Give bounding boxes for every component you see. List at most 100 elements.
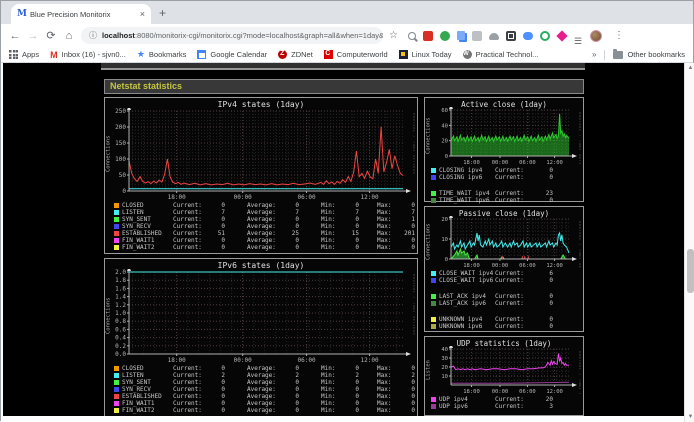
legend-row: CLOSE_WAIT ipv4Current:6 [425, 270, 583, 277]
legend-stat-value: 6 [525, 270, 553, 277]
bookmark-label: Linux Today [412, 50, 452, 59]
address-bar[interactable]: ⓘ localhost:8080/monitorix-cgi/monitorix… [81, 27, 383, 44]
y-axis-label: Listen [425, 346, 432, 394]
svg-text:00:00: 00:00 [234, 194, 252, 200]
legend-stat-value: 0 [525, 197, 553, 204]
legend-stat-label: Average: [247, 244, 276, 251]
reload-icon[interactable]: ⟳ [45, 29, 57, 42]
legend-stat-label: Current: [495, 277, 524, 284]
back-icon[interactable]: ← [9, 30, 21, 42]
legend-stat-value: 0 [525, 300, 553, 307]
bookmark-item[interactable]: Linux Today [399, 50, 452, 59]
legend-stat-value: 0 [391, 244, 415, 251]
bookmark-item[interactable]: Practical Technol... [463, 50, 539, 59]
url-text: localhost:8080/monitorix-cgi/monitorix.c… [102, 31, 383, 40]
legend-stat-value: 0 [391, 202, 415, 209]
gmail-extension-icon[interactable] [423, 31, 433, 41]
legend-stat-label: Average: [247, 223, 276, 230]
bookmark-star-icon[interactable]: ☆ [389, 30, 398, 41]
graph-panel-ipv6-states: IPv6 states (1day) Connections 0.00.20.4… [104, 258, 418, 416]
blue-oval-extension-icon[interactable] [523, 32, 533, 40]
gray-extension-icon[interactable] [472, 31, 482, 41]
scrollbar-up-icon[interactable]: ▲ [685, 63, 694, 73]
calendar-icon [197, 50, 206, 59]
tab-list-icon[interactable] [574, 31, 584, 41]
tab-close-icon[interactable]: × [140, 10, 145, 19]
legend-stat-value: 0 [273, 216, 299, 223]
divider [604, 50, 605, 60]
legend-stat-value: 0 [525, 277, 553, 284]
new-tab-button[interactable]: + [159, 6, 166, 20]
legend-row: CLOSE_WAIT ipv6Current:0 [425, 277, 583, 284]
legend-label: SYN_RECV [122, 386, 151, 393]
legend-label: SYN_RECV [122, 223, 151, 230]
other-bookmarks-button[interactable]: Other bookmarks [613, 50, 685, 59]
legend-stat-value: 0 [335, 379, 359, 386]
bookmark-label: Inbox (16) - sjvn0... [62, 50, 126, 59]
menu-kebab-icon[interactable]: ⋮ [614, 30, 624, 41]
legend-stat-label: Current: [495, 316, 524, 323]
legend-stat-label: Average: [247, 372, 276, 379]
legend-stat-label: Max: [377, 230, 391, 237]
legend-row: FIN_WAIT1Current:0Average:0Min:0Max:0 [105, 237, 417, 244]
graph-panel-passive-close: Passive close (1day) Connections 0102018… [424, 206, 584, 332]
gmail-icon: M [50, 50, 58, 59]
svg-text:20: 20 [441, 139, 448, 145]
svg-text:0.8: 0.8 [115, 318, 126, 325]
legend-stat-value: 0 [335, 202, 359, 209]
bookmark-item[interactable]: Google Calendar [197, 50, 267, 59]
forward-icon[interactable]: → [27, 30, 39, 42]
pink-pin-extension-icon[interactable] [556, 30, 567, 41]
legend-stat-label: Min: [321, 379, 335, 386]
home-icon[interactable]: ⌂ [63, 30, 75, 42]
legend-stat-label: Current: [173, 372, 202, 379]
legend-stat-value: 0 [273, 400, 299, 407]
bookmarks-overflow-chevron[interactable]: » [592, 50, 596, 59]
legend-stat-value: 0 [199, 237, 225, 244]
search-extension-icon[interactable] [408, 32, 416, 40]
copy-pages-extension-icon[interactable] [457, 31, 465, 40]
glasses-extension-icon[interactable] [489, 33, 499, 40]
legend-label: ESTABLISHED [122, 393, 162, 400]
svg-text:00:00: 00:00 [492, 160, 509, 165]
graph-legend: CLOSING ipv4Current:0CLOSING ipv6 Current… [425, 165, 583, 204]
browser-tab[interactable]: M Blue Precision Monitorix × [11, 4, 151, 24]
legend-stat-value: 0 [391, 237, 415, 244]
green-globe-extension-icon[interactable] [440, 31, 450, 41]
legend-stat-value: 3 [525, 403, 553, 410]
chart-canvas-ipv6-states[interactable]: 0.00.20.40.60.81.01.21.41.61.82.018:0000… [105, 269, 417, 363]
legend-label: CLOSE_WAIT ipv6 [439, 277, 493, 284]
bookmark-item[interactable]: ZDNet [278, 50, 313, 59]
legend-stat-label: Current: [495, 323, 524, 330]
chart-canvas-ipv4-states[interactable]: 05010015020025018:0000:0006:0012:00RRDTO… [105, 108, 417, 200]
legend-stat-label: Current: [495, 174, 524, 181]
profile-avatar[interactable] [590, 30, 602, 42]
legend-label: CLOSING ipv6 [439, 174, 482, 181]
legend-stat-label: Min: [321, 244, 335, 251]
svg-text:30: 30 [441, 356, 448, 362]
bookmark-item[interactable]: ★Bookmarks [137, 50, 187, 59]
bookmark-item[interactable]: M Inbox (16) - sjvn0... [50, 50, 126, 59]
folder-icon [613, 51, 623, 59]
legend-row: CLOSING ipv4Current:0 [425, 167, 583, 174]
chart-canvas-active-close[interactable]: 020406018:0000:0006:0012:00RRDTOOL / TOB… [425, 107, 583, 165]
legend-stat-value: 2 [199, 372, 225, 379]
scrollbar-thumb[interactable] [687, 249, 694, 293]
dark-extension-icon[interactable] [506, 31, 516, 41]
legend-row: SYN_RECVCurrent:0Average:0Min:0Max:0 [105, 386, 417, 393]
chart-canvas-udp-statistics[interactable]: 1020304018:0000:0006:0012:00RRDTOOL / TO… [425, 346, 583, 394]
green-ring-extension-icon[interactable] [540, 31, 550, 41]
legend-row: ESTABLISHEDCurrent:0Average:0Min:0Max:0 [105, 393, 417, 400]
legend-stat-label: Average: [247, 230, 276, 237]
svg-text:0: 0 [445, 154, 448, 160]
bookmark-item[interactable]: Computerworld [324, 50, 388, 59]
bookmark-item[interactable]: Apps [9, 50, 39, 59]
svg-text:2.0: 2.0 [115, 269, 126, 276]
page-scrollbar[interactable]: ▲ ▼ [684, 63, 694, 422]
site-info-icon[interactable]: ⓘ [89, 30, 97, 41]
legend-stat-label: Average: [247, 209, 276, 216]
legend-color-swatch [431, 301, 436, 306]
legend-row: SYN_SENTCurrent:0Average:0Min:0Max:1 [105, 216, 417, 223]
chart-canvas-passive-close[interactable]: 0102018:0000:0006:0012:00RRDTOOL / TOBI … [425, 216, 583, 268]
legend-stat-value: 0 [391, 407, 415, 414]
